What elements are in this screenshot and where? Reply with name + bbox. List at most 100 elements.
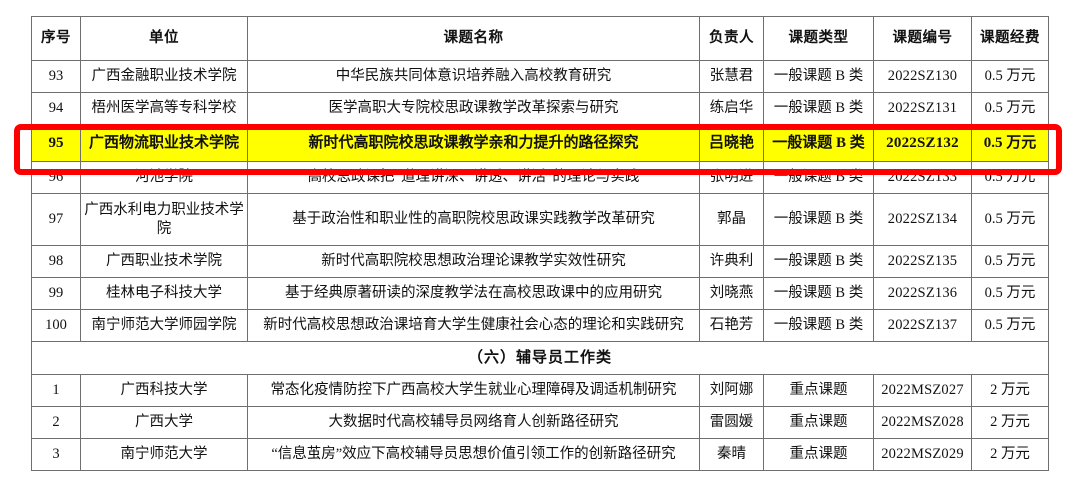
cell-unit: 广西职业技术学院 [80,245,248,278]
cell-person: 张明进 [699,161,764,194]
cell-no: 94 [31,92,81,125]
cell-code: 2022SZ136 [873,277,972,310]
cell-unit: 河池学院 [80,161,248,194]
cell-fund: 2 万元 [971,406,1049,439]
cell-unit: 南宁师范大学师园学院 [80,309,248,342]
cell-fund: 2 万元 [971,374,1049,407]
cell-no: 3 [31,438,81,471]
cell-fund: 0.5 万元 [971,60,1049,93]
cell-code: 2022MSZ028 [873,406,972,439]
cell-type: 一般课题 B 类 [763,245,874,278]
cell-code: 2022SZ135 [873,245,972,278]
cell-fund: 0.5 万元 [971,92,1049,125]
cell-person: 秦晴 [699,438,764,471]
cell-title: 中华民族共同体意识培养融入高校教育研究 [247,60,700,93]
table-row: 1 广西科技大学 常态化疫情防控下广西高校大学生就业心理障碍及调适机制研究 刘阿… [31,374,1049,407]
cell-title: 基于经典原著研读的深度教学法在高校思政课中的应用研究 [247,277,700,310]
cell-no: 100 [31,309,81,342]
cell-type: 重点课题 [763,438,874,471]
cell-title: 新时代高职院校思政课教学亲和力提升的路径探究 [247,124,700,162]
cell-person: 张慧君 [699,60,764,93]
cell-type: 重点课题 [763,374,874,407]
cell-no: 93 [31,60,81,93]
column-header-title: 课题名称 [247,16,700,61]
cell-fund: 0.5 万元 [971,161,1049,194]
cell-unit: 广西水利电力职业技术学院 [80,193,248,246]
column-header-fund: 课题经费 [971,16,1049,61]
cell-title: 新时代高校思想政治课培育大学生健康社会心态的理论和实践研究 [247,309,700,342]
cell-code: 2022MSZ027 [873,374,972,407]
cell-person: 石艳芳 [699,309,764,342]
project-list-table: 序号 单位 课题名称 负责人 课题类型 课题编号 课题经费 93 广西金融职业技… [31,16,1049,471]
cell-no: 97 [31,193,81,246]
cell-unit: 梧州医学高等专科学校 [80,92,248,125]
cell-no: 99 [31,277,81,310]
cell-type: 一般课题 B 类 [763,92,874,125]
cell-no: 1 [31,374,81,407]
cell-fund: 0.5 万元 [971,309,1049,342]
cell-title: 大数据时代高校辅导员网络育人创新路径研究 [247,406,700,439]
cell-fund: 0.5 万元 [971,193,1049,246]
table-row: 94 梧州医学高等专科学校 医学高职大专院校思政课教学改革探索与研究 练启华 一… [31,92,1049,125]
cell-code: 2022MSZ029 [873,438,972,471]
cell-type: 一般课题 B 类 [763,60,874,93]
cell-title: 医学高职大专院校思政课教学改革探索与研究 [247,92,700,125]
cell-unit: 南宁师范大学 [80,438,248,471]
table-row: 100 南宁师范大学师园学院 新时代高校思想政治课培育大学生健康社会心态的理论和… [31,309,1049,342]
cell-code: 2022SZ131 [873,92,972,125]
cell-title: 高校思政课把“道理讲深、讲透、讲活”的理论与实践 [247,161,700,194]
cell-person: 雷圆媛 [699,406,764,439]
cell-title: 常态化疫情防控下广西高校大学生就业心理障碍及调适机制研究 [247,374,700,407]
cell-person: 郭晶 [699,193,764,246]
table-header-row: 序号 单位 课题名称 负责人 课题类型 课题编号 课题经费 [31,16,1049,61]
table-row: 2 广西大学 大数据时代高校辅导员网络育人创新路径研究 雷圆媛 重点课题 202… [31,406,1049,439]
cell-title: “信息茧房”效应下高校辅导员思想价值引领工作的创新路径研究 [247,438,700,471]
cell-code: 2022SZ134 [873,193,972,246]
section-header-label: （六）辅导员工作类 [31,341,1049,375]
cell-fund: 0.5 万元 [971,277,1049,310]
table-row-highlighted: 95 广西物流职业技术学院 新时代高职院校思政课教学亲和力提升的路径探究 吕晓艳… [31,124,1049,162]
column-header-type: 课题类型 [763,16,874,61]
cell-unit: 广西科技大学 [80,374,248,407]
table-header: 序号 单位 课题名称 负责人 课题类型 课题编号 课题经费 [31,16,1049,61]
cell-type: 一般课题 B 类 [763,277,874,310]
cell-person: 刘阿娜 [699,374,764,407]
cell-unit: 广西物流职业技术学院 [80,124,248,162]
table-row: 97 广西水利电力职业技术学院 基于政治性和职业性的高职院校思政课实践教学改革研… [31,193,1049,246]
cell-person: 练启华 [699,92,764,125]
table-body: 93 广西金融职业技术学院 中华民族共同体意识培养融入高校教育研究 张慧君 一般… [31,60,1049,471]
cell-type: 一般课题 B 类 [763,309,874,342]
cell-type: 一般课题 B 类 [763,161,874,194]
column-header-person: 负责人 [699,16,764,61]
table-row: 3 南宁师范大学 “信息茧房”效应下高校辅导员思想价值引领工作的创新路径研究 秦… [31,438,1049,471]
cell-unit: 广西大学 [80,406,248,439]
cell-title: 新时代高职院校思想政治理论课教学实效性研究 [247,245,700,278]
cell-no: 96 [31,161,81,194]
cell-no: 2 [31,406,81,439]
cell-no: 95 [31,124,81,162]
cell-unit: 广西金融职业技术学院 [80,60,248,93]
cell-type: 一般课题 B 类 [763,193,874,246]
cell-unit: 桂林电子科技大学 [80,277,248,310]
table-row: 93 广西金融职业技术学院 中华民族共同体意识培养融入高校教育研究 张慧君 一般… [31,60,1049,93]
cell-title: 基于政治性和职业性的高职院校思政课实践教学改革研究 [247,193,700,246]
cell-no: 98 [31,245,81,278]
column-header-code: 课题编号 [873,16,972,61]
cell-person: 吕晓艳 [699,124,764,162]
cell-code: 2022SZ133 [873,161,972,194]
column-header-no: 序号 [31,16,81,61]
cell-fund: 2 万元 [971,438,1049,471]
cell-type: 一般课题 B 类 [763,124,874,162]
table-row: 98 广西职业技术学院 新时代高职院校思想政治理论课教学实效性研究 许典利 一般… [31,245,1049,278]
table-row: 96 河池学院 高校思政课把“道理讲深、讲透、讲活”的理论与实践 张明进 一般课… [31,161,1049,194]
cell-type: 重点课题 [763,406,874,439]
cell-code: 2022SZ130 [873,60,972,93]
cell-fund: 0.5 万元 [971,245,1049,278]
table-row: 99 桂林电子科技大学 基于经典原著研读的深度教学法在高校思政课中的应用研究 刘… [31,277,1049,310]
cell-fund: 0.5 万元 [971,124,1049,162]
section-header-row: （六）辅导员工作类 [31,341,1049,375]
column-header-unit: 单位 [80,16,248,61]
cell-person: 许典利 [699,245,764,278]
cell-person: 刘晓燕 [699,277,764,310]
